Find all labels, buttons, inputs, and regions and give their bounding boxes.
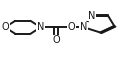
Text: N: N <box>88 11 95 21</box>
Text: O: O <box>67 22 75 32</box>
Text: N: N <box>80 22 88 32</box>
Text: N: N <box>37 22 44 32</box>
Text: O: O <box>1 22 9 32</box>
Text: O: O <box>52 35 60 45</box>
